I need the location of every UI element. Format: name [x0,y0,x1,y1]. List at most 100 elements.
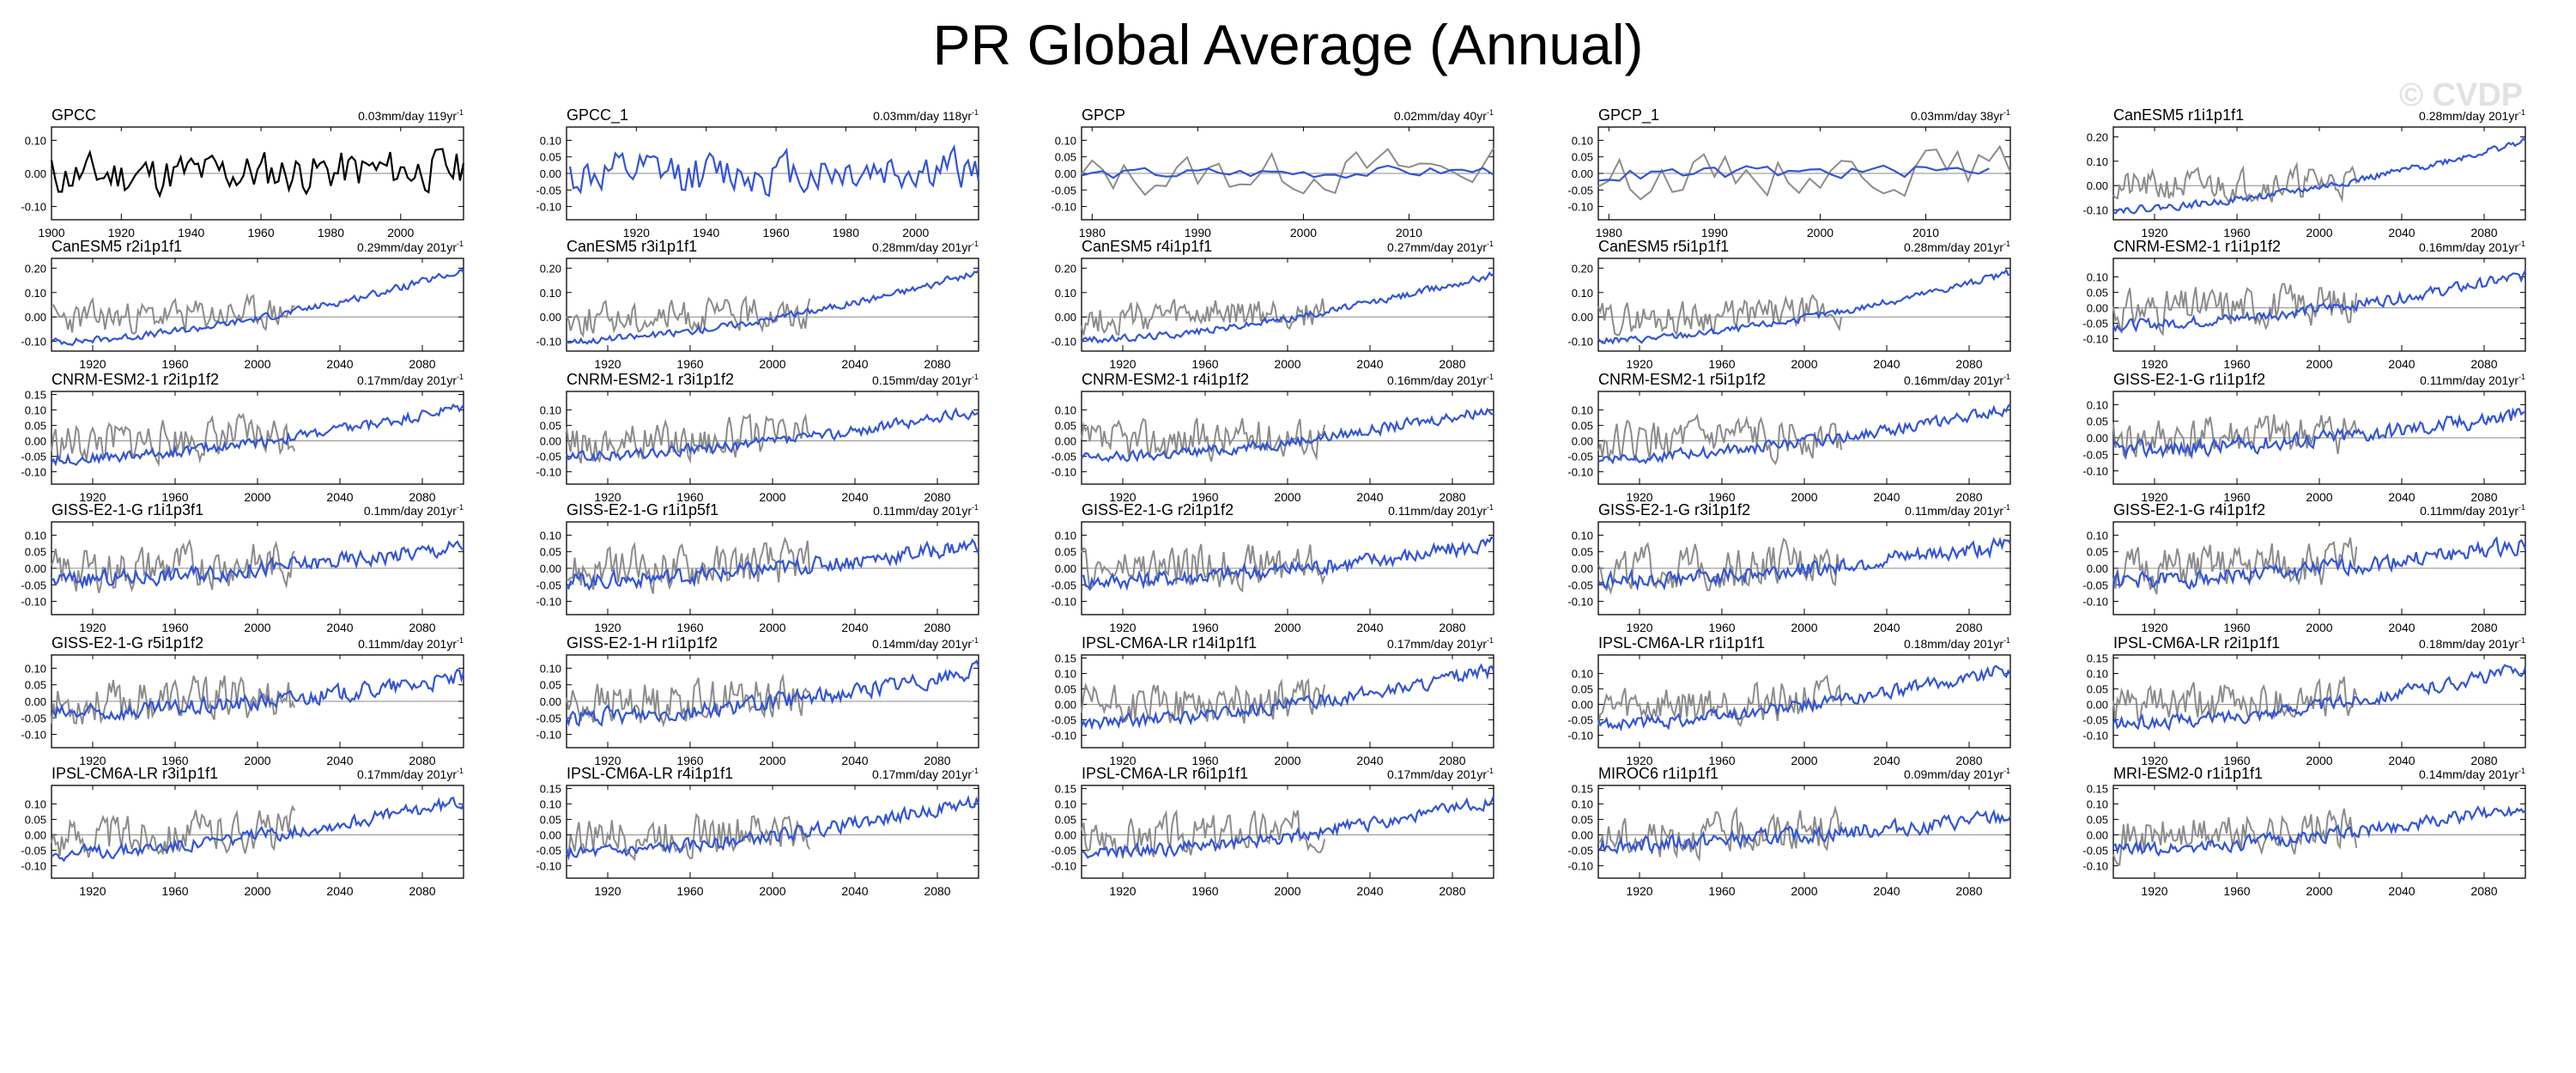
x-tick-label: 2040 [841,754,868,767]
y-tick-label: 0.05 [1055,814,1076,827]
y-tick-label: -0.05 [2082,318,2108,330]
y-tick-label: -0.05 [2082,845,2108,858]
y-tick-label: 0.10 [1572,529,1593,542]
panel-trend-label: 0.02mm/day 40yr-1 [1394,108,1494,123]
x-tick-label: 1960 [1191,490,1218,504]
y-tick-label: -0.10 [2082,465,2108,478]
trend-superscript: -1 [972,108,979,117]
x-tick-label: 1960 [161,490,188,504]
y-tick-label: 0.00 [540,695,561,708]
x-tick-label: 2000 [2306,621,2332,634]
x-tick-label: 2000 [244,884,270,898]
x-tick-label: 1960 [676,357,703,371]
y-tick-label: 0.00 [540,435,561,448]
series-line-model [1597,403,2011,465]
x-tick-label: 2080 [924,490,950,504]
y-tick-label: 0.10 [1055,529,1076,542]
x-tick-label: 1920 [79,884,106,898]
trend-superscript: -1 [457,767,464,775]
x-tick-label: 2080 [409,884,435,898]
y-tick-label: 0.00 [2087,562,2108,575]
chart-panel: CanESM5 r1i1p1f1 0.28mm/day 201yr-1 0.20 0.… [2082,106,2526,239]
series-line-model [1597,536,2011,591]
x-tick-label: 1920 [108,226,135,239]
trend-superscript: -1 [2518,503,2525,512]
x-tick-label: 2040 [1356,621,1383,634]
y-tick-label: 0.00 [25,167,46,180]
panel-title: GISS-E2-1-G r3i1p1f2 [1598,501,1750,518]
x-tick-label: 2080 [924,357,950,371]
trend-superscript: -1 [1487,767,1494,775]
x-tick-label: 1920 [623,226,650,239]
y-tick-label: 0.10 [2087,155,2108,168]
y-tick-label: 0.10 [25,404,46,417]
x-tick-label: 1920 [594,490,621,504]
panel-trend-label: 0.11mm/day 201yr-1 [2420,503,2525,518]
series-line-obs [566,536,811,594]
x-tick-label: 2040 [1873,490,1900,504]
panel-title: GISS-E2-1-G r1i1p5f1 [567,501,718,518]
y-tick-label: 0.10 [1055,287,1076,300]
panel-title: GISS-E2-1-G r5i1p1f2 [52,634,203,652]
x-tick-label: 1980 [833,226,859,239]
x-tick-label: 1900 [38,226,64,239]
series-line-model [1081,536,1494,591]
series-line-obs [1597,804,1843,863]
chart-panel: CNRM-ESM2-1 r4i1p1f2 0.16mm/day 201yr-1 0.… [1051,371,1494,504]
y-tick-label: -0.10 [2082,204,2108,217]
x-tick-label: 2000 [244,754,270,767]
y-tick-label: 0.05 [540,814,561,827]
y-tick-label: 0.10 [1572,668,1593,681]
y-tick-label: 0.05 [25,814,46,827]
x-tick-label: 2000 [1791,621,1817,634]
y-tick-label: 0.00 [2087,302,2108,315]
panel-title: GPCC [52,106,96,124]
y-tick-label: 0.10 [1572,287,1593,300]
panel-trend-label: 0.1mm/day 201yr-1 [364,503,464,518]
panel-trend-label: 0.28mm/day 201yr-1 [2419,108,2525,123]
trend-superscript: -1 [972,767,979,775]
y-tick-label: 0.05 [25,546,46,559]
x-tick-label: 2040 [1356,357,1383,371]
series-line-obs [566,812,811,862]
y-tick-label: 0.10 [540,798,561,811]
y-tick-label: -0.05 [1567,451,1593,464]
trend-superscript: -1 [972,239,979,248]
x-tick-label: 1960 [1708,621,1735,634]
x-tick-label: 1960 [1191,884,1218,898]
x-tick-label: 2000 [2306,357,2332,371]
panel-trend-label: 0.11mm/day 201yr-1 [1388,503,1494,518]
chart-panel: GISS-E2-1-G r1i1p3f1 0.1mm/day 201yr-1 0.1… [21,501,464,634]
x-tick-label: 1920 [1626,754,1652,767]
y-tick-label: 0.10 [2087,398,2108,411]
y-tick-label: 0.10 [540,404,561,417]
panel-title: GISS-E2-1-H r1i1p1f2 [567,634,718,652]
trend-superscript: -1 [2003,503,2010,512]
y-tick-label: -0.10 [21,336,46,349]
series-line-model [1597,164,1990,182]
x-tick-label: 2000 [2306,754,2332,767]
y-tick-label: -0.05 [21,712,46,724]
trend-superscript: -1 [2003,108,2010,117]
series-line-model [569,143,980,197]
y-tick-label: -0.10 [536,466,561,479]
x-tick-label: 2040 [2388,226,2415,239]
y-tick-label: 0.00 [1572,699,1593,712]
series-line-obs [2112,676,2358,723]
series-line-obs [2112,537,2358,595]
y-tick-label: 0.00 [25,562,46,575]
y-tick-label: 0.00 [540,167,561,180]
x-tick-label: 2010 [1396,226,1422,239]
series-line-obs [566,413,811,464]
panel-title: CNRM-ESM2-1 r5i1p1f2 [1598,371,1766,388]
series-line-obs [1081,677,1326,724]
y-tick-label: 0.00 [1055,699,1076,712]
x-tick-label: 2040 [841,884,868,898]
y-tick-label: 0.20 [1572,262,1593,275]
y-tick-label: -0.10 [1567,336,1593,349]
y-tick-label: 0.15 [25,389,46,402]
y-tick-label: 0.10 [1572,404,1593,417]
series-line-obs [51,293,295,335]
series-line-model [1081,164,1494,179]
y-tick-label: 0.05 [2087,287,2108,300]
